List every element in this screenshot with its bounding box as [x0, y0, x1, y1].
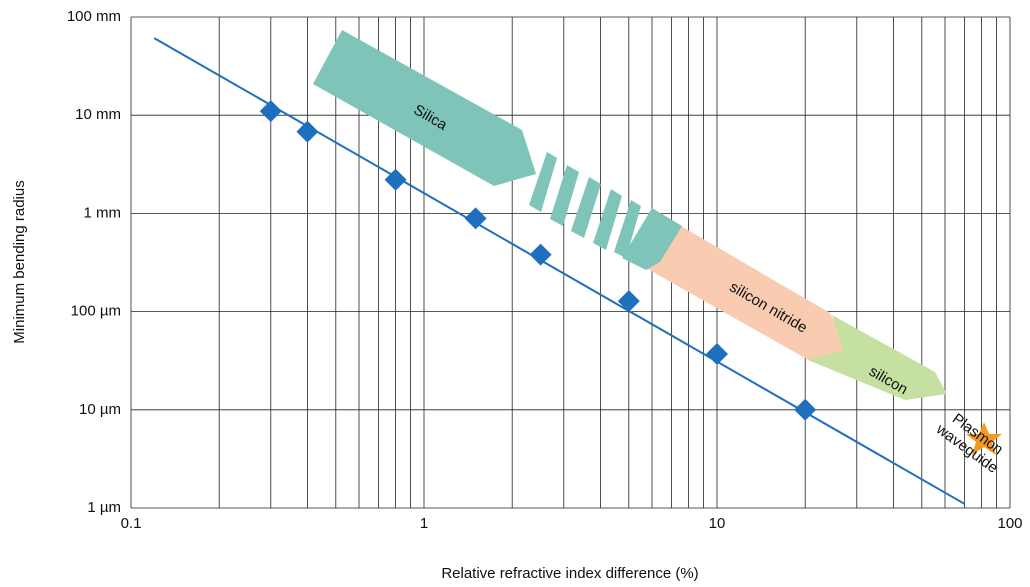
- silica-stripe: [529, 152, 557, 212]
- x-tick-label: 10: [709, 515, 726, 532]
- y-tick-label: 10 µm: [79, 401, 121, 418]
- y-tick-label: 100 mm: [67, 8, 121, 25]
- silica-stripe: [571, 177, 601, 238]
- x-axis-label: Relative refractive index difference (%): [441, 565, 698, 582]
- y-tick-label: 10 mm: [75, 106, 121, 123]
- x-tick-label: 1: [420, 515, 428, 532]
- y-tick-label: 100 µm: [71, 303, 121, 320]
- silica-stripe: [550, 165, 579, 226]
- trend-line: [154, 38, 964, 504]
- x-tick-label: 100: [997, 515, 1022, 532]
- y-tick-label: 1 µm: [87, 499, 121, 516]
- data-point: [618, 290, 640, 312]
- x-tick-label: 0.1: [121, 515, 142, 532]
- y-tick-label: 1 mm: [84, 204, 122, 221]
- data-point: [260, 100, 282, 122]
- grid: [131, 17, 1010, 508]
- y-axis-label: Minimum bending radius: [11, 180, 28, 343]
- chart: Minimum bending radius Relative refracti…: [0, 0, 1030, 587]
